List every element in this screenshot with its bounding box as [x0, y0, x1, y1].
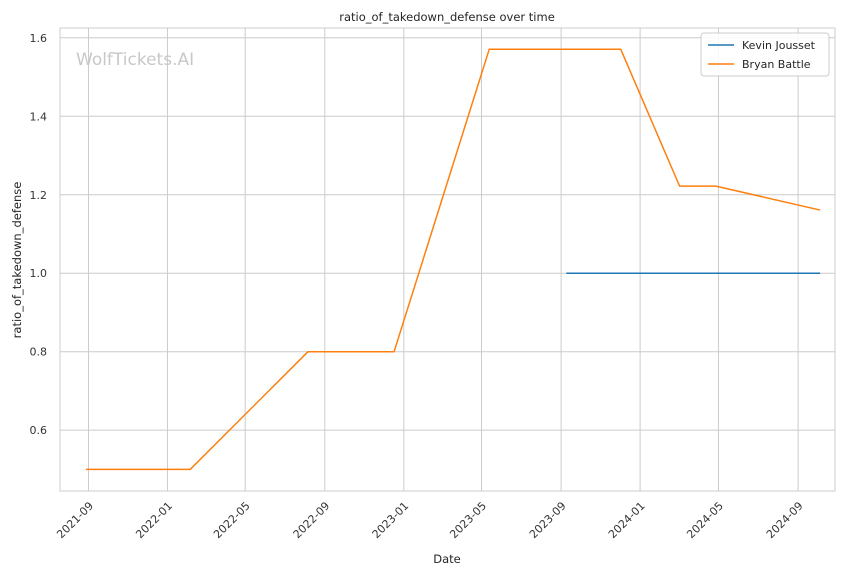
watermark: WolfTickets.AI — [76, 50, 194, 70]
y-axis-title: ratio_of_takedown_defense — [10, 182, 24, 339]
legend-box — [700, 32, 830, 77]
legend-label: Kevin Jousset — [742, 39, 816, 52]
x-tick-label: 2022-01 — [133, 499, 175, 541]
legend-label: Bryan Battle — [742, 58, 811, 71]
x-tick-label: 2023-01 — [370, 499, 412, 541]
x-axis-title: Date — [433, 552, 461, 566]
x-tick-labels: 2021-09 2022-01 2022-05 2022-09 2023-01 2023-… — [54, 499, 805, 541]
x-tick-label: 2022-09 — [291, 499, 333, 541]
y-tick-label: 0.6 — [30, 424, 48, 437]
x-tick-label: 2022-05 — [211, 499, 253, 541]
legend: Kevin Jousset Bryan Battle — [700, 32, 830, 77]
y-tick-labels: 0.6 0.8 1.0 1.2 1.4 1.6 — [30, 32, 48, 437]
y-tick-label: 1.6 — [30, 32, 48, 45]
x-tick-label: 2024-01 — [606, 499, 648, 541]
y-tick-label: 1.0 — [30, 267, 48, 280]
x-tick-label: 2021-09 — [54, 499, 96, 541]
y-tick-label: 1.2 — [30, 189, 48, 202]
x-tick-label: 2024-05 — [684, 499, 726, 541]
chart-title: ratio_of_takedown_defense over time — [339, 10, 555, 24]
y-tick-label: 1.4 — [30, 110, 48, 123]
grid — [60, 28, 835, 491]
x-tick-label: 2023-09 — [527, 499, 569, 541]
series-line-1 — [85, 48, 821, 471]
series-layer — [85, 48, 821, 471]
x-tick-label: 2024-09 — [764, 499, 806, 541]
plot-frame — [59, 27, 836, 492]
plot-background — [60, 28, 835, 491]
y-tick-label: 0.8 — [30, 346, 48, 359]
x-tick-label: 2023-05 — [447, 499, 489, 541]
